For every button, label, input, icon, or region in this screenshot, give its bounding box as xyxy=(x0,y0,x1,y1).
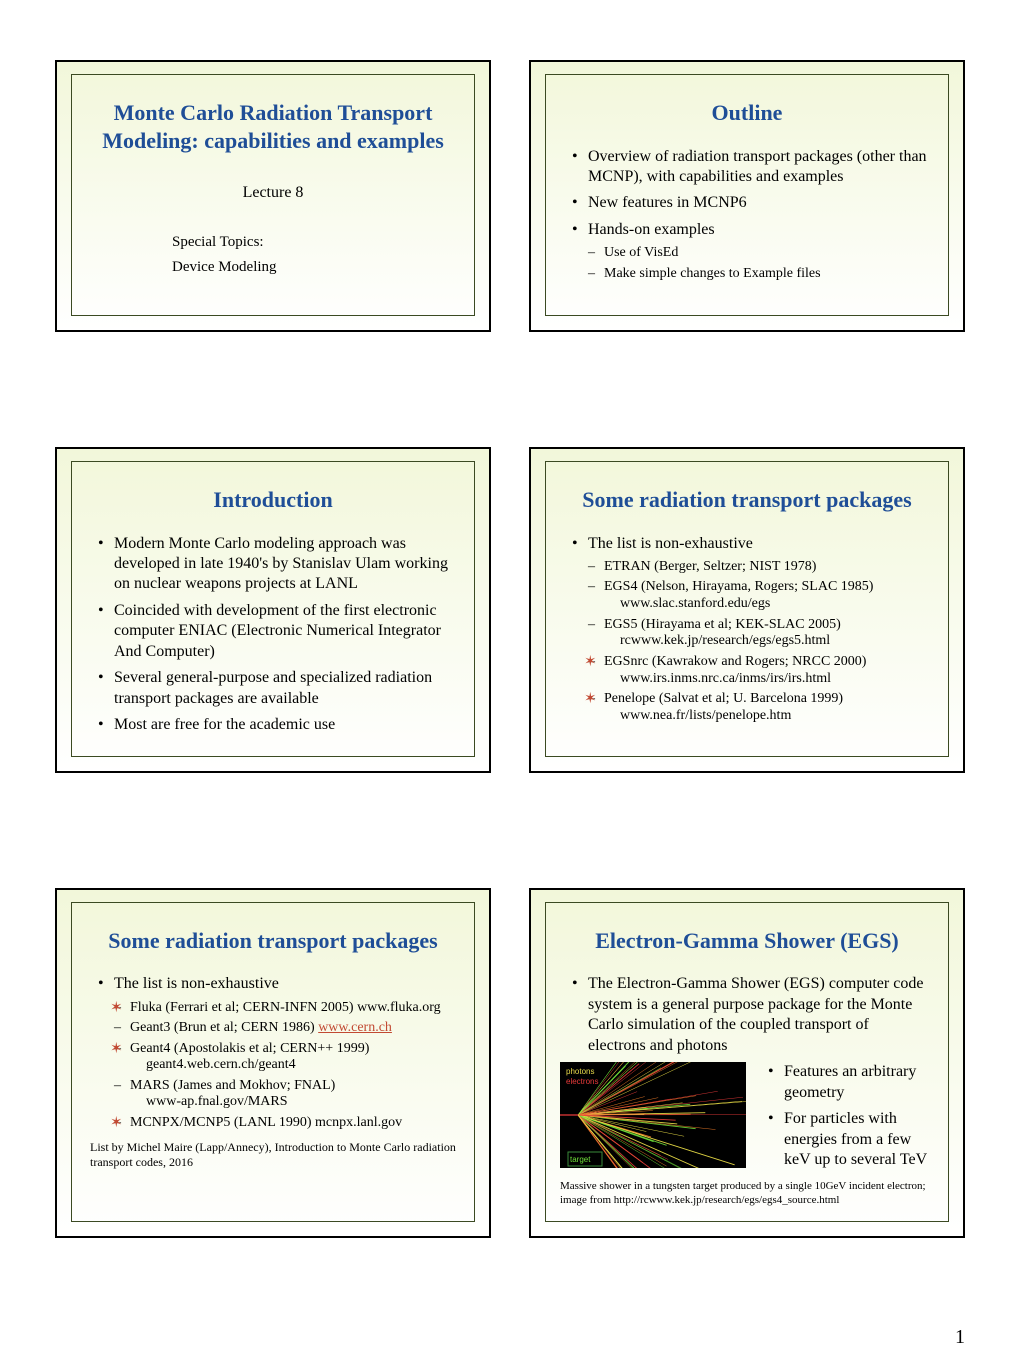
packages-heading: Some radiation transport packages xyxy=(560,486,934,514)
packages2-footnote: List by Michel Maire (Lapp/Annecy), Intr… xyxy=(90,1140,456,1170)
package-url: www.nea.fr/lists/penelope.htm xyxy=(604,708,930,725)
packages2-item: The list is non-exhaustive ✶ Fluka (Ferr… xyxy=(96,974,456,1132)
packages2-item-text: The list is non-exhaustive xyxy=(114,975,279,992)
cern-link[interactable]: www.cern.ch xyxy=(318,1020,392,1035)
slide-egs: Electron-Gamma Shower (EGS) The Electron… xyxy=(529,888,965,1238)
svg-text:electrons: electrons xyxy=(566,1077,598,1086)
star-icon: ✶ xyxy=(584,653,597,672)
star-icon: ✶ xyxy=(110,1040,123,1059)
slide-packages-2: Some radiation transport packages The li… xyxy=(55,888,491,1238)
intro-item: Several general-purpose and specialized … xyxy=(96,668,456,709)
package-entry-text: Fluka (Ferrari et al; CERN-INFN 2005) ww… xyxy=(130,1000,441,1015)
star-icon: ✶ xyxy=(584,690,597,709)
packages2-heading: Some radiation transport packages xyxy=(86,927,460,955)
intro-item: Coincided with development of the first … xyxy=(96,601,456,662)
intro-heading: Introduction xyxy=(86,486,460,514)
package-entry: ✶ EGSnrc (Kawrakow and Rogers; NRCC 2000… xyxy=(588,653,930,687)
package-entry: MARS (James and Mokhov; FNAL) www-ap.fna… xyxy=(114,1077,456,1111)
outline-subitem: Use of VisEd xyxy=(588,244,930,262)
packages-item-text: The list is non-exhaustive xyxy=(588,535,753,552)
package-url: www-ap.fnal.gov/MARS xyxy=(130,1094,456,1111)
page-number: 1 xyxy=(0,1288,1020,1349)
package-entry-text: Penelope (Salvat et al; U. Barcelona 199… xyxy=(604,691,843,706)
package-entry: ETRAN (Berger, Seltzer; NIST 1978) xyxy=(588,558,930,576)
device-modeling-label: Device Modeling xyxy=(172,257,460,278)
package-entry: ✶ Fluka (Ferrari et al; CERN-INFN 2005) … xyxy=(114,999,456,1017)
package-entry-text: EGS4 (Nelson, Hirayama, Rogers; SLAC 198… xyxy=(604,579,873,594)
package-entry-text: EGS5 (Hirayama et al; KEK-SLAC 2005) xyxy=(604,617,841,632)
slide-packages-1: Some radiation transport packages The li… xyxy=(529,447,965,773)
slide-title: Monte Carlo Radiation Transport Modeling… xyxy=(55,60,491,332)
outline-item: New features in MCNP6 xyxy=(570,193,930,213)
shower-figure: photonselectrons target xyxy=(560,1062,746,1168)
intro-item: Most are free for the academic use xyxy=(96,715,456,735)
package-entry-text: EGSnrc (Kawrakow and Rogers; NRCC 2000) xyxy=(604,654,866,669)
slide-title-heading: Monte Carlo Radiation Transport Modeling… xyxy=(86,99,460,154)
outline-heading: Outline xyxy=(560,99,934,127)
package-entry: EGS4 (Nelson, Hirayama, Rogers; SLAC 198… xyxy=(588,578,930,612)
package-entry: ✶ MCNPX/MCNP5 (LANL 1990) mcnpx.lanl.gov xyxy=(114,1114,456,1132)
star-icon: ✶ xyxy=(110,999,123,1018)
packages-item: The list is non-exhaustive ETRAN (Berger… xyxy=(570,534,930,725)
package-entry: EGS5 (Hirayama et al; KEK-SLAC 2005) rcw… xyxy=(588,616,930,650)
outline-item: Hands-on examples Use of VisEd Make simp… xyxy=(570,220,930,282)
package-entry: Geant3 (Brun et al; CERN 1986) www.cern.… xyxy=(114,1019,456,1037)
egs-feature: Features an arbitrary geometry xyxy=(766,1062,930,1103)
package-entry: ✶ Penelope (Salvat et al; U. Barcelona 1… xyxy=(588,690,930,724)
package-entry: ✶ Geant4 (Apostolakis et al; CERN++ 1999… xyxy=(114,1040,456,1074)
package-url: rcwww.kek.jp/research/egs/egs5.html xyxy=(604,633,930,650)
package-entry-text: MARS (James and Mokhov; FNAL) xyxy=(130,1078,335,1093)
outline-item-text: Hands-on examples xyxy=(588,221,715,238)
package-url: geant4.web.cern.ch/geant4 xyxy=(130,1057,456,1074)
egs-desc: The Electron-Gamma Shower (EGS) computer… xyxy=(570,974,930,1056)
svg-text:photons: photons xyxy=(566,1067,594,1076)
special-topics-label: Special Topics: xyxy=(172,232,460,253)
package-entry-text: Geant4 (Apostolakis et al; CERN++ 1999) xyxy=(130,1041,369,1056)
slide-introduction: Introduction Modern Monte Carlo modeling… xyxy=(55,447,491,773)
package-url: www.slac.stanford.edu/egs xyxy=(604,596,930,613)
egs-caption: Massive shower in a tungsten target prod… xyxy=(560,1180,934,1206)
intro-item: Modern Monte Carlo modeling approach was… xyxy=(96,534,456,595)
package-url: www.irs.inms.nrc.ca/inms/irs/irs.html xyxy=(604,671,930,688)
egs-heading: Electron-Gamma Shower (EGS) xyxy=(560,927,934,955)
svg-text:target: target xyxy=(570,1155,591,1164)
slide-outline: Outline Overview of radiation transport … xyxy=(529,60,965,332)
package-entry-text: Geant3 (Brun et al; CERN 1986) xyxy=(130,1020,318,1035)
star-icon: ✶ xyxy=(110,1114,123,1133)
lecture-number: Lecture 8 xyxy=(86,184,460,202)
package-entry-text: MCNPX/MCNP5 (LANL 1990) mcnpx.lanl.gov xyxy=(130,1115,402,1130)
shower-svg: photonselectrons target xyxy=(560,1062,746,1168)
egs-feature: For particles with energies from a few k… xyxy=(766,1109,930,1170)
outline-item: Overview of radiation transport packages… xyxy=(570,147,930,188)
outline-subitem: Make simple changes to Example files xyxy=(588,265,930,283)
